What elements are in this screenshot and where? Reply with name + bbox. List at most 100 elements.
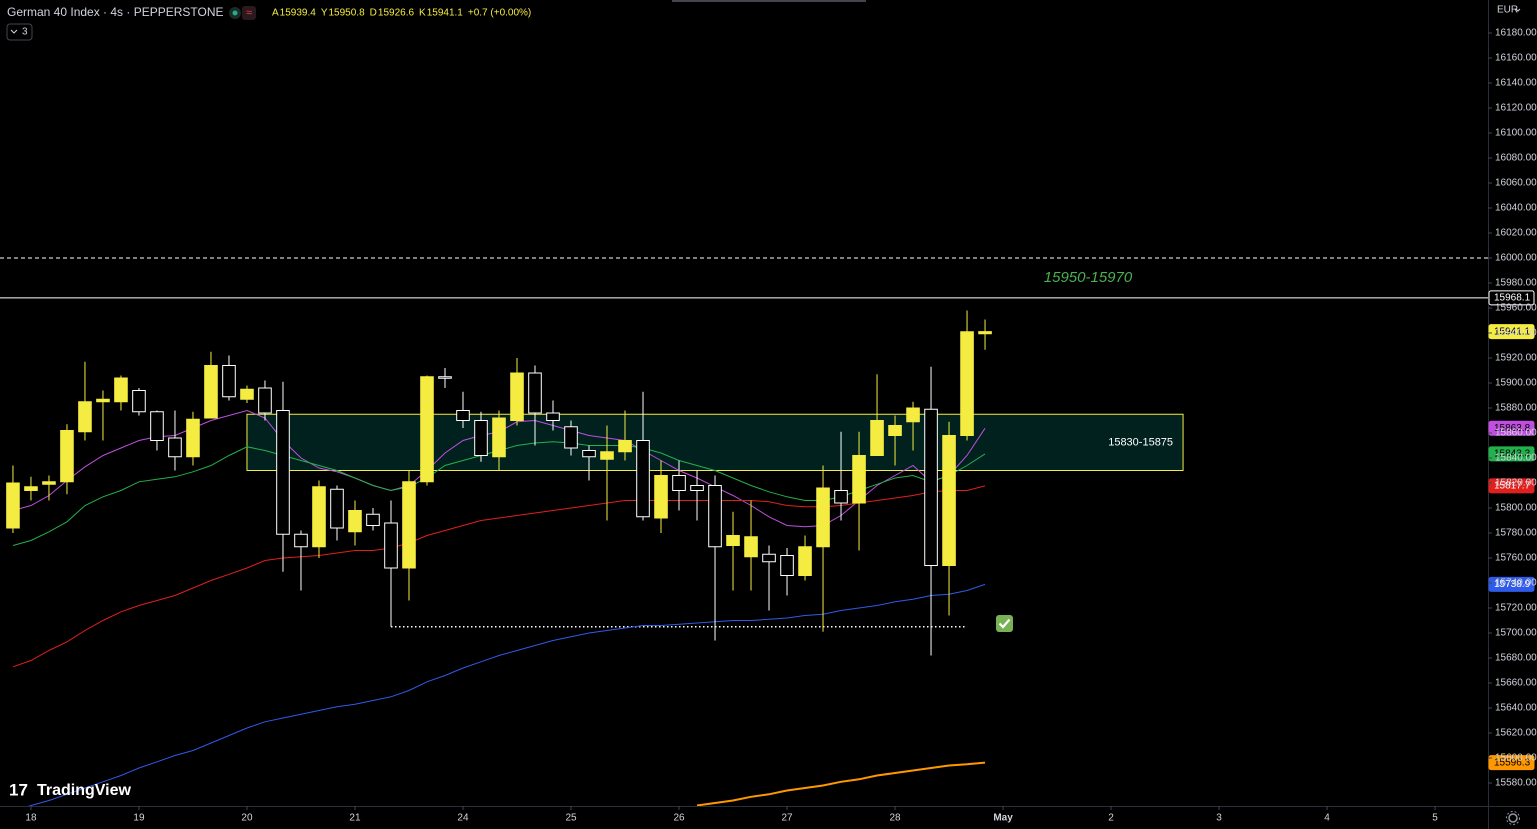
brand-name[interactable]: TradingView [37,782,132,799]
y-tick-label: 15620.00 [1495,728,1537,739]
candle-body [384,522,398,569]
currency[interactable]: EUR [1497,5,1518,16]
candle-body [294,533,308,548]
candle-body [240,388,254,400]
candle-body [492,417,506,458]
candle-body [6,482,20,529]
wave-icon: ≈ [246,7,252,19]
price-badge [1488,478,1535,494]
candle-body [456,410,470,421]
candle-body [348,510,362,533]
ohlc-value: 15926.6 [378,8,415,19]
price-badge [1488,755,1535,771]
y-tick-label: 16160.00 [1495,53,1537,64]
candle-body [744,536,758,558]
top-handle[interactable] [672,0,866,2]
x-tick-label: 3 [1216,813,1222,824]
x-tick-label: 21 [349,813,361,824]
candle-body [852,455,866,504]
settings-icon[interactable] [1508,813,1518,823]
annotation: 15950-15970 [1044,269,1133,286]
symbol-title[interactable]: German 40 Index · 4s · PEPPERSTONE [7,5,224,19]
candle-body [546,412,560,421]
x-tick-label: 5 [1432,813,1438,824]
candle-body [258,387,272,414]
ohlc-letter: A [272,8,279,19]
ohlc-value: 15939.4 [280,8,317,19]
candle-body [222,365,236,398]
price-badge-label: 15738.9 [1494,579,1531,590]
price-badge [1488,420,1535,436]
settings-icon-teeth [1506,811,1520,825]
candle-body [726,535,740,546]
candle-body [438,376,452,379]
x-tick-label: 28 [889,813,901,824]
candle-body [60,430,74,483]
zone [246,413,1184,471]
candle-body [474,420,488,456]
candle-body [708,485,722,548]
candle-body [690,485,704,491]
ohlc-letter: D [370,8,377,19]
x-tick-label: 4 [1324,813,1330,824]
y-tick-label: 15720.00 [1495,603,1537,614]
x-tick-label: 18 [25,813,37,824]
x-tick-label: 2 [1108,813,1114,824]
y-tick-label: 15900.00 [1495,378,1537,389]
candle-body [762,553,776,563]
candle-body [618,440,632,453]
overlay: 15863.8 15843.3 15817.7 15738.9 15596.3 15968… [1488,290,1535,771]
candle-body [654,475,668,519]
ohlc-legend: A 15939.4 Y 15950.8 D 15926.6 K 15941.1 +0.7 (+0… [272,8,531,19]
ohlc-value: 15941.1 [427,8,464,19]
check-icon [996,615,1013,632]
y-tick-label: 15700.00 [1495,628,1537,639]
indicator-count: 3 [22,27,28,38]
y-tick-label: 16020.00 [1495,228,1537,239]
price-badge-label: 15596.3 [1494,757,1531,768]
candle-body [276,410,290,535]
check-icon-mark [998,618,1011,629]
candle-body [24,486,38,491]
price-badge [1488,324,1535,340]
candle-body [204,365,218,419]
candle-body [402,481,416,569]
candle-body [330,488,344,529]
candle-body [636,440,650,518]
zone-label: 15830-15875 [1108,436,1173,448]
y-tick-label: 15880.00 [1495,403,1537,414]
candle-body [528,372,542,414]
x-tick-label: 24 [457,813,469,824]
currency-chevron [1515,8,1521,12]
y-tick-label: 15800.00 [1495,503,1537,514]
candle-body [672,475,686,491]
y-tick-label: 16040.00 [1495,203,1537,214]
brand-mark: 17 [9,780,28,799]
candle-body [888,425,902,436]
ohlc-letter: Y [321,8,328,19]
candle-body [798,546,812,576]
candle-body [168,437,182,458]
plot-area: 15830-15875 15950-15970 [0,257,1488,806]
y-tick-label: 16060.00 [1495,178,1537,189]
price-badge-label: 15941.1 [1494,326,1531,337]
indicator-toggle[interactable] [6,23,33,41]
x-tick-label: May [993,813,1013,824]
y-tick-label: 15980.00 [1495,278,1537,289]
price-badge [1488,290,1535,306]
candle-body [366,513,380,526]
y-tick-label: 16120.00 [1495,103,1537,114]
y-tick-label: 15860.00 [1495,428,1537,439]
y-tick-label: 15640.00 [1495,703,1537,714]
price-badge-label: 15968.1 [1494,293,1531,304]
candle-body [78,401,92,433]
y-tick-label: 15780.00 [1495,528,1537,539]
ohlc-letter: K [419,8,426,19]
candle-body [978,331,992,335]
candle-body [600,451,614,460]
price-badge-label: 15863.8 [1494,423,1531,434]
candle-body [510,372,524,421]
y-tick-label: 15820.00 [1495,478,1537,489]
